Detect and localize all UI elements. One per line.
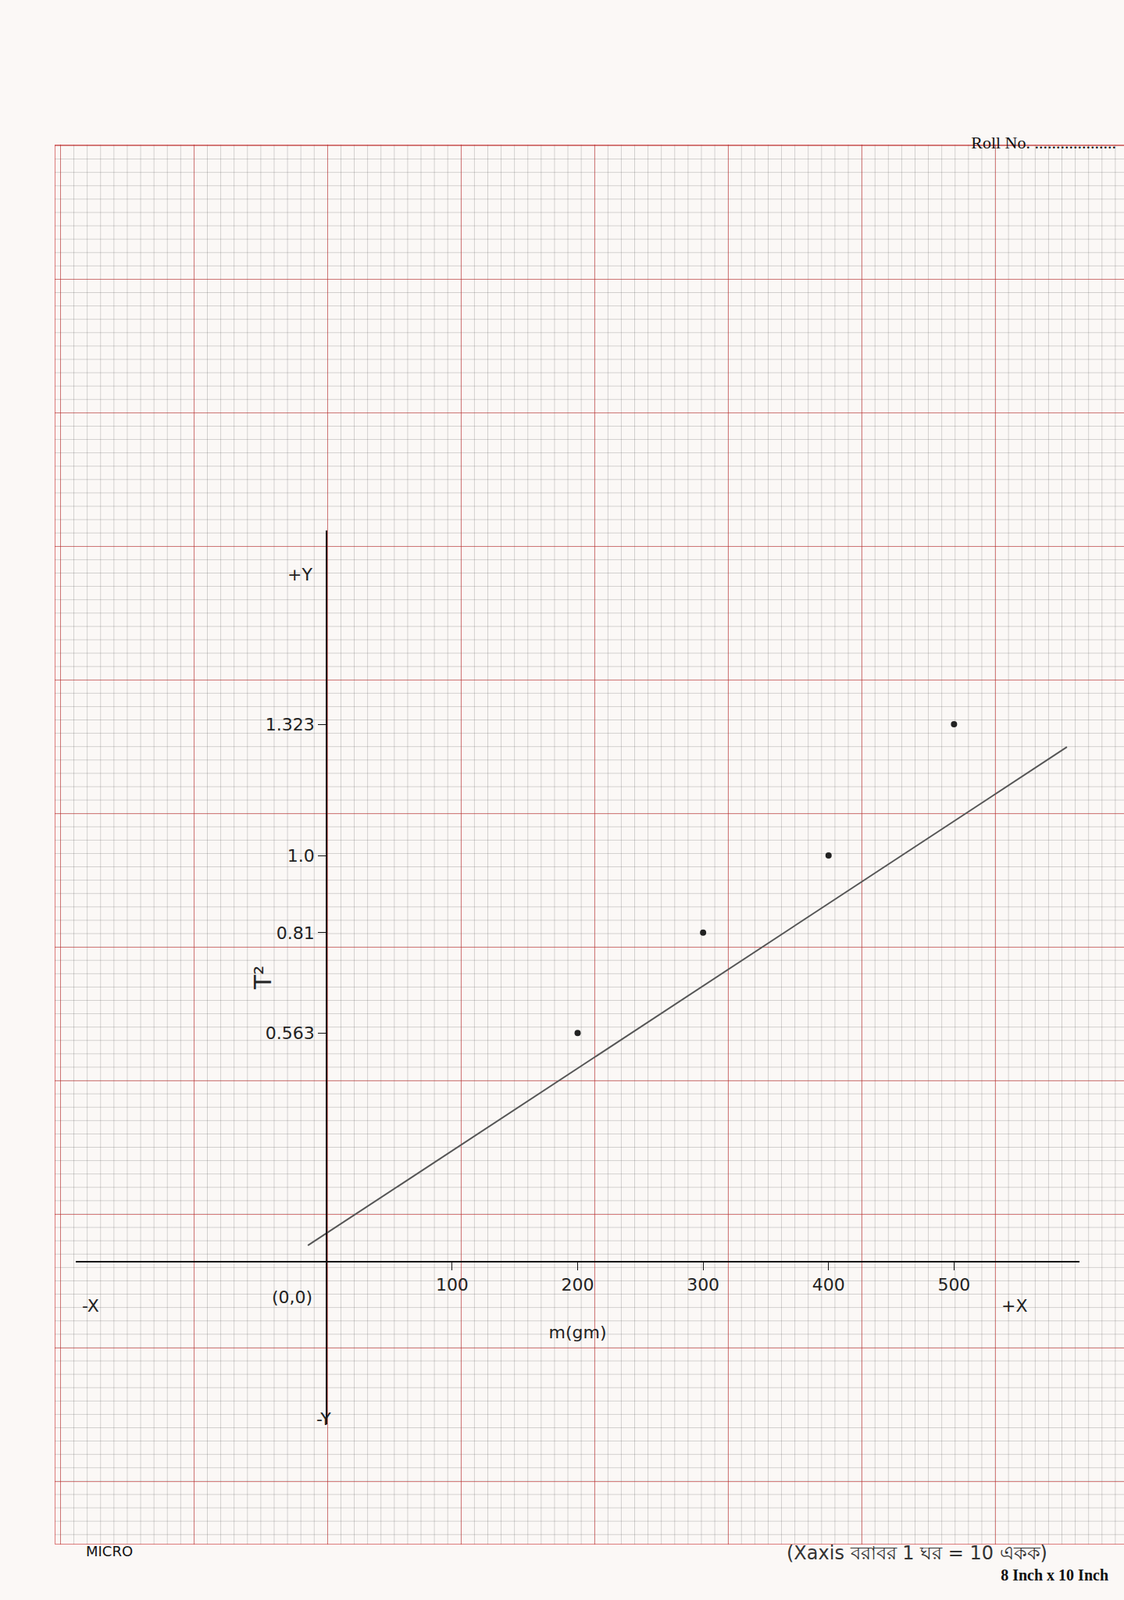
svg-text:1.323: 1.323 (265, 714, 315, 735)
svg-text:(Xaxis বরাবর 1 ঘর = 10 একক): (Xaxis বরাবর 1 ঘর = 10 একক) (786, 1541, 1048, 1564)
svg-text:+Y: +Y (287, 564, 313, 585)
html-text:MICRO: MICRO (85, 1542, 133, 1560)
svg-text:0.563: 0.563 (265, 1023, 315, 1043)
svg-text:200: 200 (561, 1274, 595, 1295)
html-text:Roll No. ...................: Roll No. ................... (971, 132, 1117, 153)
html-text:8 Inch x 10 Inch: 8 Inch x 10 Inch (1000, 1566, 1109, 1584)
svg-text:+X: +X (1001, 1295, 1028, 1316)
svg-text:100: 100 (435, 1274, 469, 1295)
svg-text:m(gm): m(gm) (549, 1322, 607, 1342)
svg-text:T²: T² (249, 965, 277, 990)
svg-text:1.0: 1.0 (287, 845, 315, 866)
svg-text:-Y: -Y (316, 1409, 332, 1429)
svg-text:(0,0): (0,0) (271, 1287, 313, 1307)
svg-text:400: 400 (812, 1274, 846, 1295)
svg-text:0.81: 0.81 (276, 923, 315, 943)
svg-text:300: 300 (686, 1274, 720, 1295)
svg-text:-X: -X (82, 1295, 100, 1316)
svg-text:500: 500 (937, 1274, 971, 1295)
